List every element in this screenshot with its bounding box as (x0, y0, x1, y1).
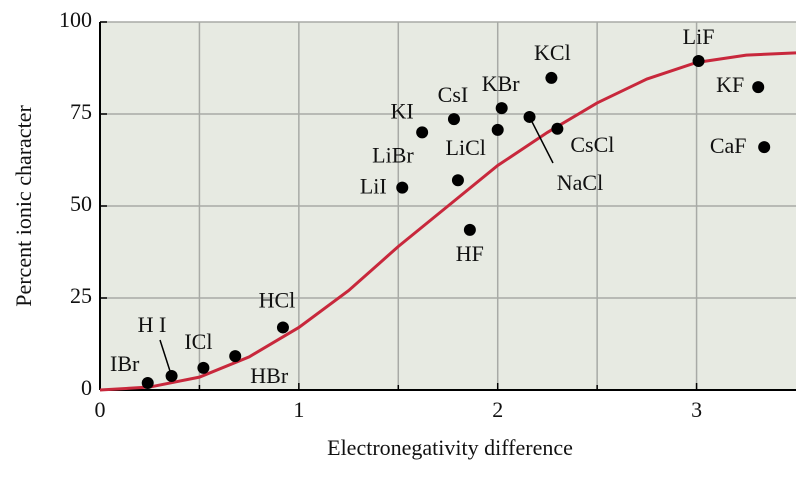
point-label: KF (716, 72, 744, 97)
point-label: KCl (534, 40, 571, 65)
data-point (692, 55, 705, 68)
fit-curve (99, 51, 797, 392)
point-label: HF (456, 241, 484, 266)
y-tick-label: 25 (70, 283, 92, 308)
y-tick-label: 50 (70, 191, 92, 216)
data-point (758, 141, 771, 154)
data-point (416, 126, 429, 139)
x-tick-label: 2 (492, 397, 503, 422)
data-point (229, 350, 242, 363)
leader-line (159, 339, 173, 377)
y-tick-label: 0 (81, 375, 92, 400)
point-label: CsI (438, 82, 469, 107)
point-label: LiI (360, 174, 387, 199)
data-point (551, 122, 564, 135)
data-point (491, 123, 504, 136)
data-point (396, 181, 409, 194)
point-label: LiF (683, 24, 715, 49)
data-point (141, 377, 154, 390)
leader-line (528, 116, 554, 164)
point-label: CsCl (570, 132, 614, 157)
data-point (276, 321, 289, 334)
x-tick-label: 3 (691, 397, 702, 422)
x-tick-label: 1 (293, 397, 304, 422)
data-point (752, 81, 765, 94)
x-axis-label: Electronegativity difference (327, 435, 573, 460)
data-point (495, 102, 508, 115)
point-label: LiCl (446, 135, 486, 160)
point-label: HCl (259, 287, 296, 312)
point-label: HBr (250, 363, 289, 388)
data-point (197, 361, 210, 374)
point-label: ICl (184, 329, 212, 354)
data-point (451, 174, 464, 187)
y-axis-label: Percent ionic character (11, 105, 36, 307)
point-label: LiBr (372, 142, 414, 167)
data-point (523, 110, 536, 123)
point-label: NaCl (557, 170, 603, 195)
point-label: CaF (710, 133, 747, 158)
point-label: KBr (482, 71, 521, 96)
point-label: H I (138, 312, 167, 337)
point-label: IBr (110, 351, 140, 376)
y-tick-label: 75 (70, 99, 92, 124)
x-tick-label: 0 (95, 397, 106, 422)
y-tick-label: 100 (59, 7, 92, 32)
data-point (165, 370, 178, 383)
data-point (463, 223, 476, 236)
point-label: KI (391, 98, 414, 123)
data-point (545, 71, 558, 84)
data-point (447, 113, 460, 126)
